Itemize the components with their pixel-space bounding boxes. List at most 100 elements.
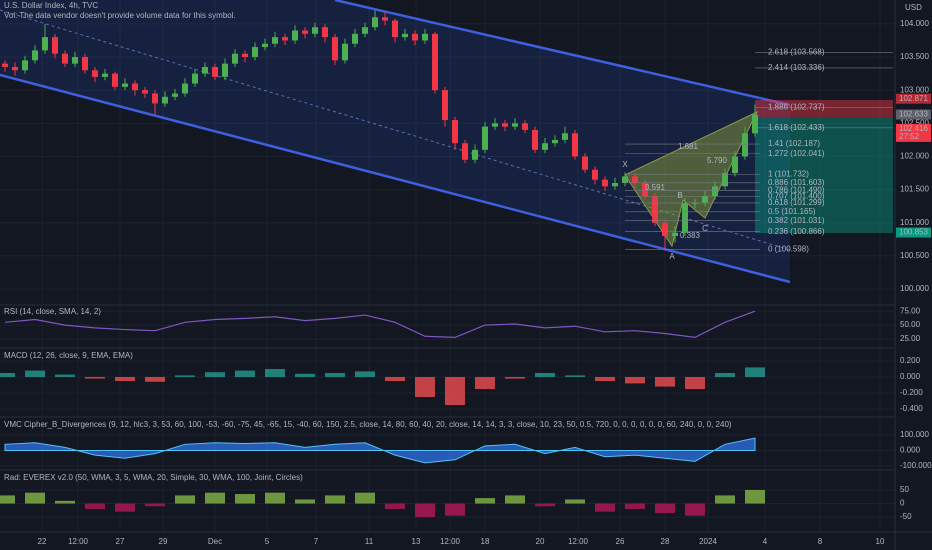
indicator-bar [0,495,15,504]
x-tick-label: 8 [818,537,823,546]
indicator-bar [655,503,675,514]
candle-body [92,70,98,77]
price-tag-label: 100.853 [899,228,928,237]
candle-body [442,90,448,121]
indicator-bar [175,495,195,504]
candle-body [432,33,438,91]
y-tick-label: 104.000 [900,19,929,28]
x-tick-label: 27 [116,537,125,546]
candle-body [232,53,238,64]
fib-label: 0.786 (101.490) [768,185,825,194]
candle-body [652,196,658,223]
candle-body [282,37,288,41]
candle-body [582,156,588,170]
y-tick-label: 0.000 [900,446,921,455]
y-tick-label: 0.000 [900,372,921,381]
indicator-bar [355,371,375,377]
candle-body [552,139,558,144]
indicator-bar [85,377,105,379]
candle-body [372,17,378,28]
pattern-label: 0.383 [680,231,701,240]
x-tick-label: 11 [365,537,374,546]
indicator-bar [535,373,555,377]
candle-body [422,33,428,41]
fib-label: 1.886 (102.737) [768,103,825,112]
y-tick-label: 25.00 [900,334,921,343]
indicator-bar [25,492,45,504]
fib-label: 0.382 (101.031) [768,216,825,225]
candle-body [752,114,758,134]
candle-body [242,53,248,58]
plot-layer: 22 12:00 27 29 Dec 5 7 11 13 12:00 18 20 12:00 26 28 20… [0,10,932,546]
candle-body [572,133,578,157]
price-tag [896,123,931,142]
indicator-bar [715,373,735,377]
candle-body [202,66,208,74]
y-tick-label: 50 [900,485,909,494]
candle-body [702,196,708,203]
pattern-label: C [702,224,708,233]
fib-label: 1.41 (102.187) [768,139,820,148]
indicator-bar [205,372,225,377]
candle-body [682,202,688,233]
stop-zone [755,100,893,117]
candle-body [352,33,358,44]
candle-body [302,30,308,34]
indicator-bar [745,367,765,377]
x-tick-label: 4 [763,537,768,546]
channel-upper [334,0,791,107]
candle-body [12,66,18,71]
countdown: 27:52 [899,132,920,141]
fib-label: 1.272 (102.041) [768,149,825,158]
candle-body [412,33,418,41]
candle-body [152,93,158,104]
candle-body [32,50,38,61]
fib-label: 0.618 (101.299) [768,198,825,207]
indicator-bar [265,369,285,377]
pattern-label: 5.790 [707,156,728,165]
candle-body [112,73,118,87]
currency[interactable]: USD [905,3,922,12]
fib-label: 0.236 (100.866) [768,227,825,236]
indicator-bar [0,373,15,377]
indicator-bar [685,377,705,389]
x-tick-label: 26 [616,537,625,546]
candle-body [532,129,538,150]
y-tick-label: 101.000 [900,218,929,227]
candle-body [402,33,408,38]
indicator-bar [85,503,105,509]
candle-body [2,63,8,67]
price-tag-label: 102.633 [899,110,928,119]
fib-label: 0.886 (101.603) [768,178,825,187]
price-tag-label: 102.416 [899,124,928,133]
candle-body [472,149,478,160]
indicator-bar [175,375,195,377]
fib-label: 1.618 (102.433) [768,123,825,132]
candle-body [732,156,738,174]
y-tick-label: 0 [900,499,905,508]
indicator-bar [145,377,165,382]
candle-body [142,90,148,94]
indicator-bar [25,370,45,377]
indicator-bar [355,492,375,504]
y-tick-label: 0.200 [900,356,921,365]
price-tag [896,93,931,104]
indicator-bar [475,498,495,504]
fib-label: 0 (100.598) [768,245,809,254]
y-tick-label: 103.500 [900,52,929,61]
indicator-bar [265,492,285,504]
candle-body [292,30,298,41]
candle-body [542,143,548,150]
candle-body [382,17,388,21]
fib-label: 0.5 (101.165) [768,207,816,216]
candle-body [72,57,78,64]
candle-body [262,43,268,48]
indicator-bar [445,377,465,405]
fib-label: 1 (101.732) [768,169,809,178]
candle-body [512,123,518,127]
x-tick-label: 12:00 [568,537,589,546]
y-tick-label: 102.000 [900,152,929,161]
indicator-bar [115,503,135,512]
pattern-label: 1.681 [678,142,699,151]
